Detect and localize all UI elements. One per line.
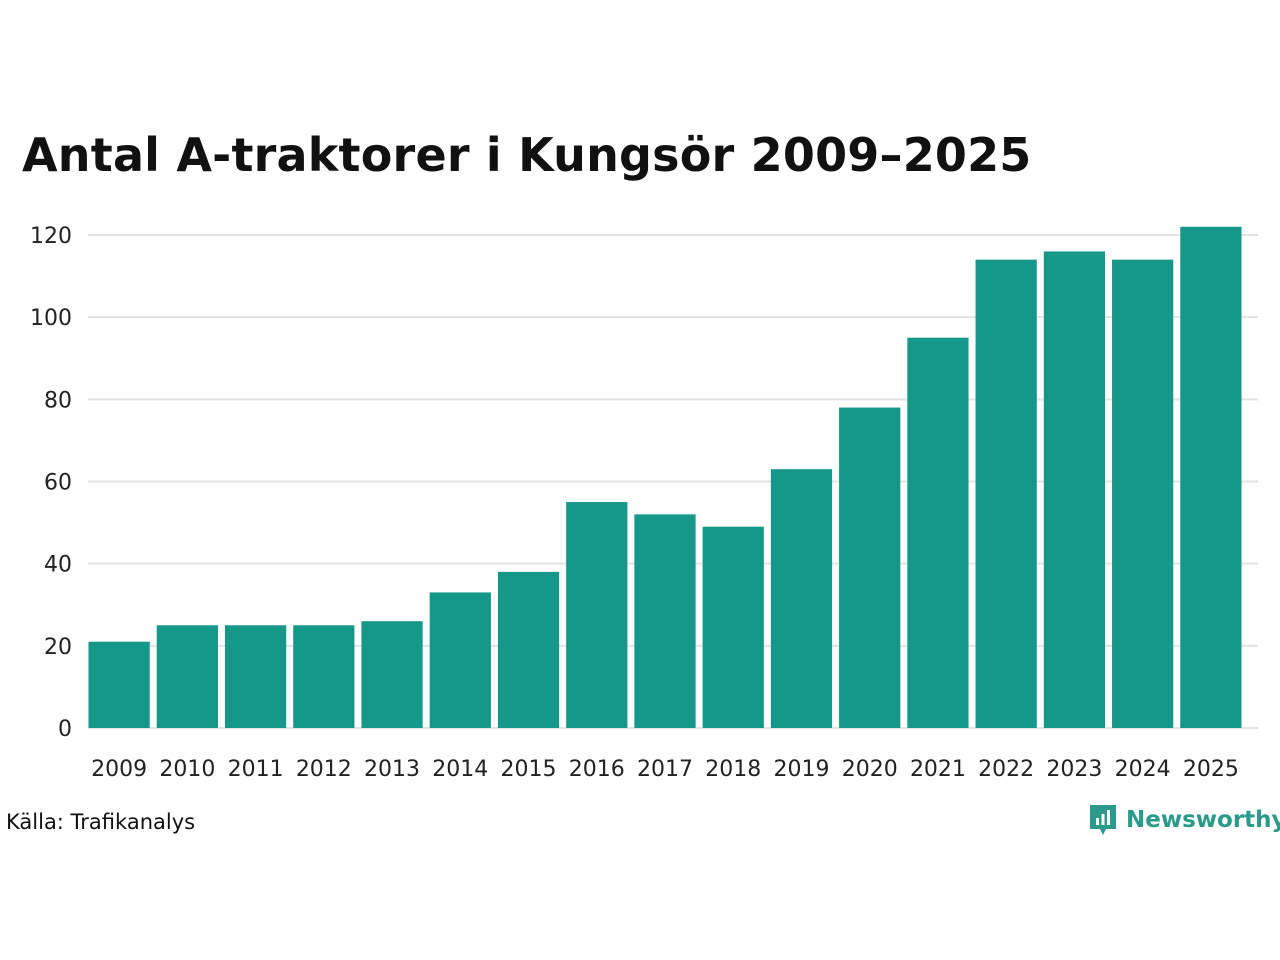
- newsworthy-logo-icon: [1090, 805, 1116, 835]
- bar-2018: [702, 526, 764, 728]
- x-tick-label-2019: 2019: [773, 757, 829, 782]
- x-tick-label-2010: 2010: [159, 757, 215, 782]
- x-tick-label-2025: 2025: [1183, 757, 1239, 782]
- bars: [88, 226, 1242, 729]
- y-tick-label-40: 40: [44, 553, 72, 578]
- x-tick-label-2016: 2016: [569, 757, 625, 782]
- y-tick-label-60: 60: [44, 471, 72, 496]
- x-tick-label-2017: 2017: [637, 757, 693, 782]
- bar-2015: [497, 571, 560, 728]
- bar-2010: [156, 625, 218, 728]
- brand-logo: Newsworthy: [1088, 803, 1280, 837]
- bar-2017: [634, 514, 696, 728]
- bar-2024: [1112, 259, 1174, 728]
- bar-2019: [770, 469, 833, 728]
- x-tick-label-2021: 2021: [910, 757, 966, 782]
- x-tick-label-2024: 2024: [1115, 757, 1171, 782]
- x-tick-label-2012: 2012: [296, 757, 352, 782]
- y-tick-label-120: 120: [30, 224, 72, 249]
- x-axis-tick-labels: 2009 2010 2011 2012 2013 2014 2015 2016 2017 2018…: [91, 757, 1239, 782]
- x-tick-label-2022: 2022: [978, 757, 1034, 782]
- chart-title: Antal A-traktorer i Kungsör 2009–2025: [22, 128, 1032, 182]
- bar-2009: [88, 641, 150, 728]
- bar-2021: [907, 337, 969, 728]
- bar-2011: [224, 625, 287, 728]
- bar-2020: [839, 407, 901, 728]
- y-tick-label-100: 100: [30, 306, 72, 331]
- x-tick-label-2015: 2015: [501, 757, 557, 782]
- bar-2022: [975, 259, 1037, 728]
- x-tick-label-2020: 2020: [842, 757, 898, 782]
- brand-name: Newsworthy: [1126, 807, 1280, 833]
- x-tick-label-2009: 2009: [91, 757, 147, 782]
- bar-2023: [1043, 251, 1106, 728]
- x-tick-label-2018: 2018: [705, 757, 761, 782]
- bar-2014: [429, 592, 491, 728]
- bar-2025: [1180, 226, 1242, 729]
- bar-2013: [361, 621, 423, 728]
- x-tick-label-2011: 2011: [228, 757, 284, 782]
- y-tick-label-0: 0: [58, 717, 72, 742]
- y-tick-label-80: 80: [44, 388, 72, 413]
- source-label: Källa: Trafikanalys: [6, 810, 196, 834]
- x-tick-label-2023: 2023: [1046, 757, 1102, 782]
- x-tick-label-2013: 2013: [364, 757, 420, 782]
- bar-2012: [293, 625, 355, 728]
- bar-2016: [566, 502, 628, 728]
- y-tick-label-20: 20: [44, 635, 72, 660]
- x-tick-label-2014: 2014: [432, 757, 488, 782]
- y-axis-tick-labels: 0 20 40 60 80 100 120: [30, 224, 72, 742]
